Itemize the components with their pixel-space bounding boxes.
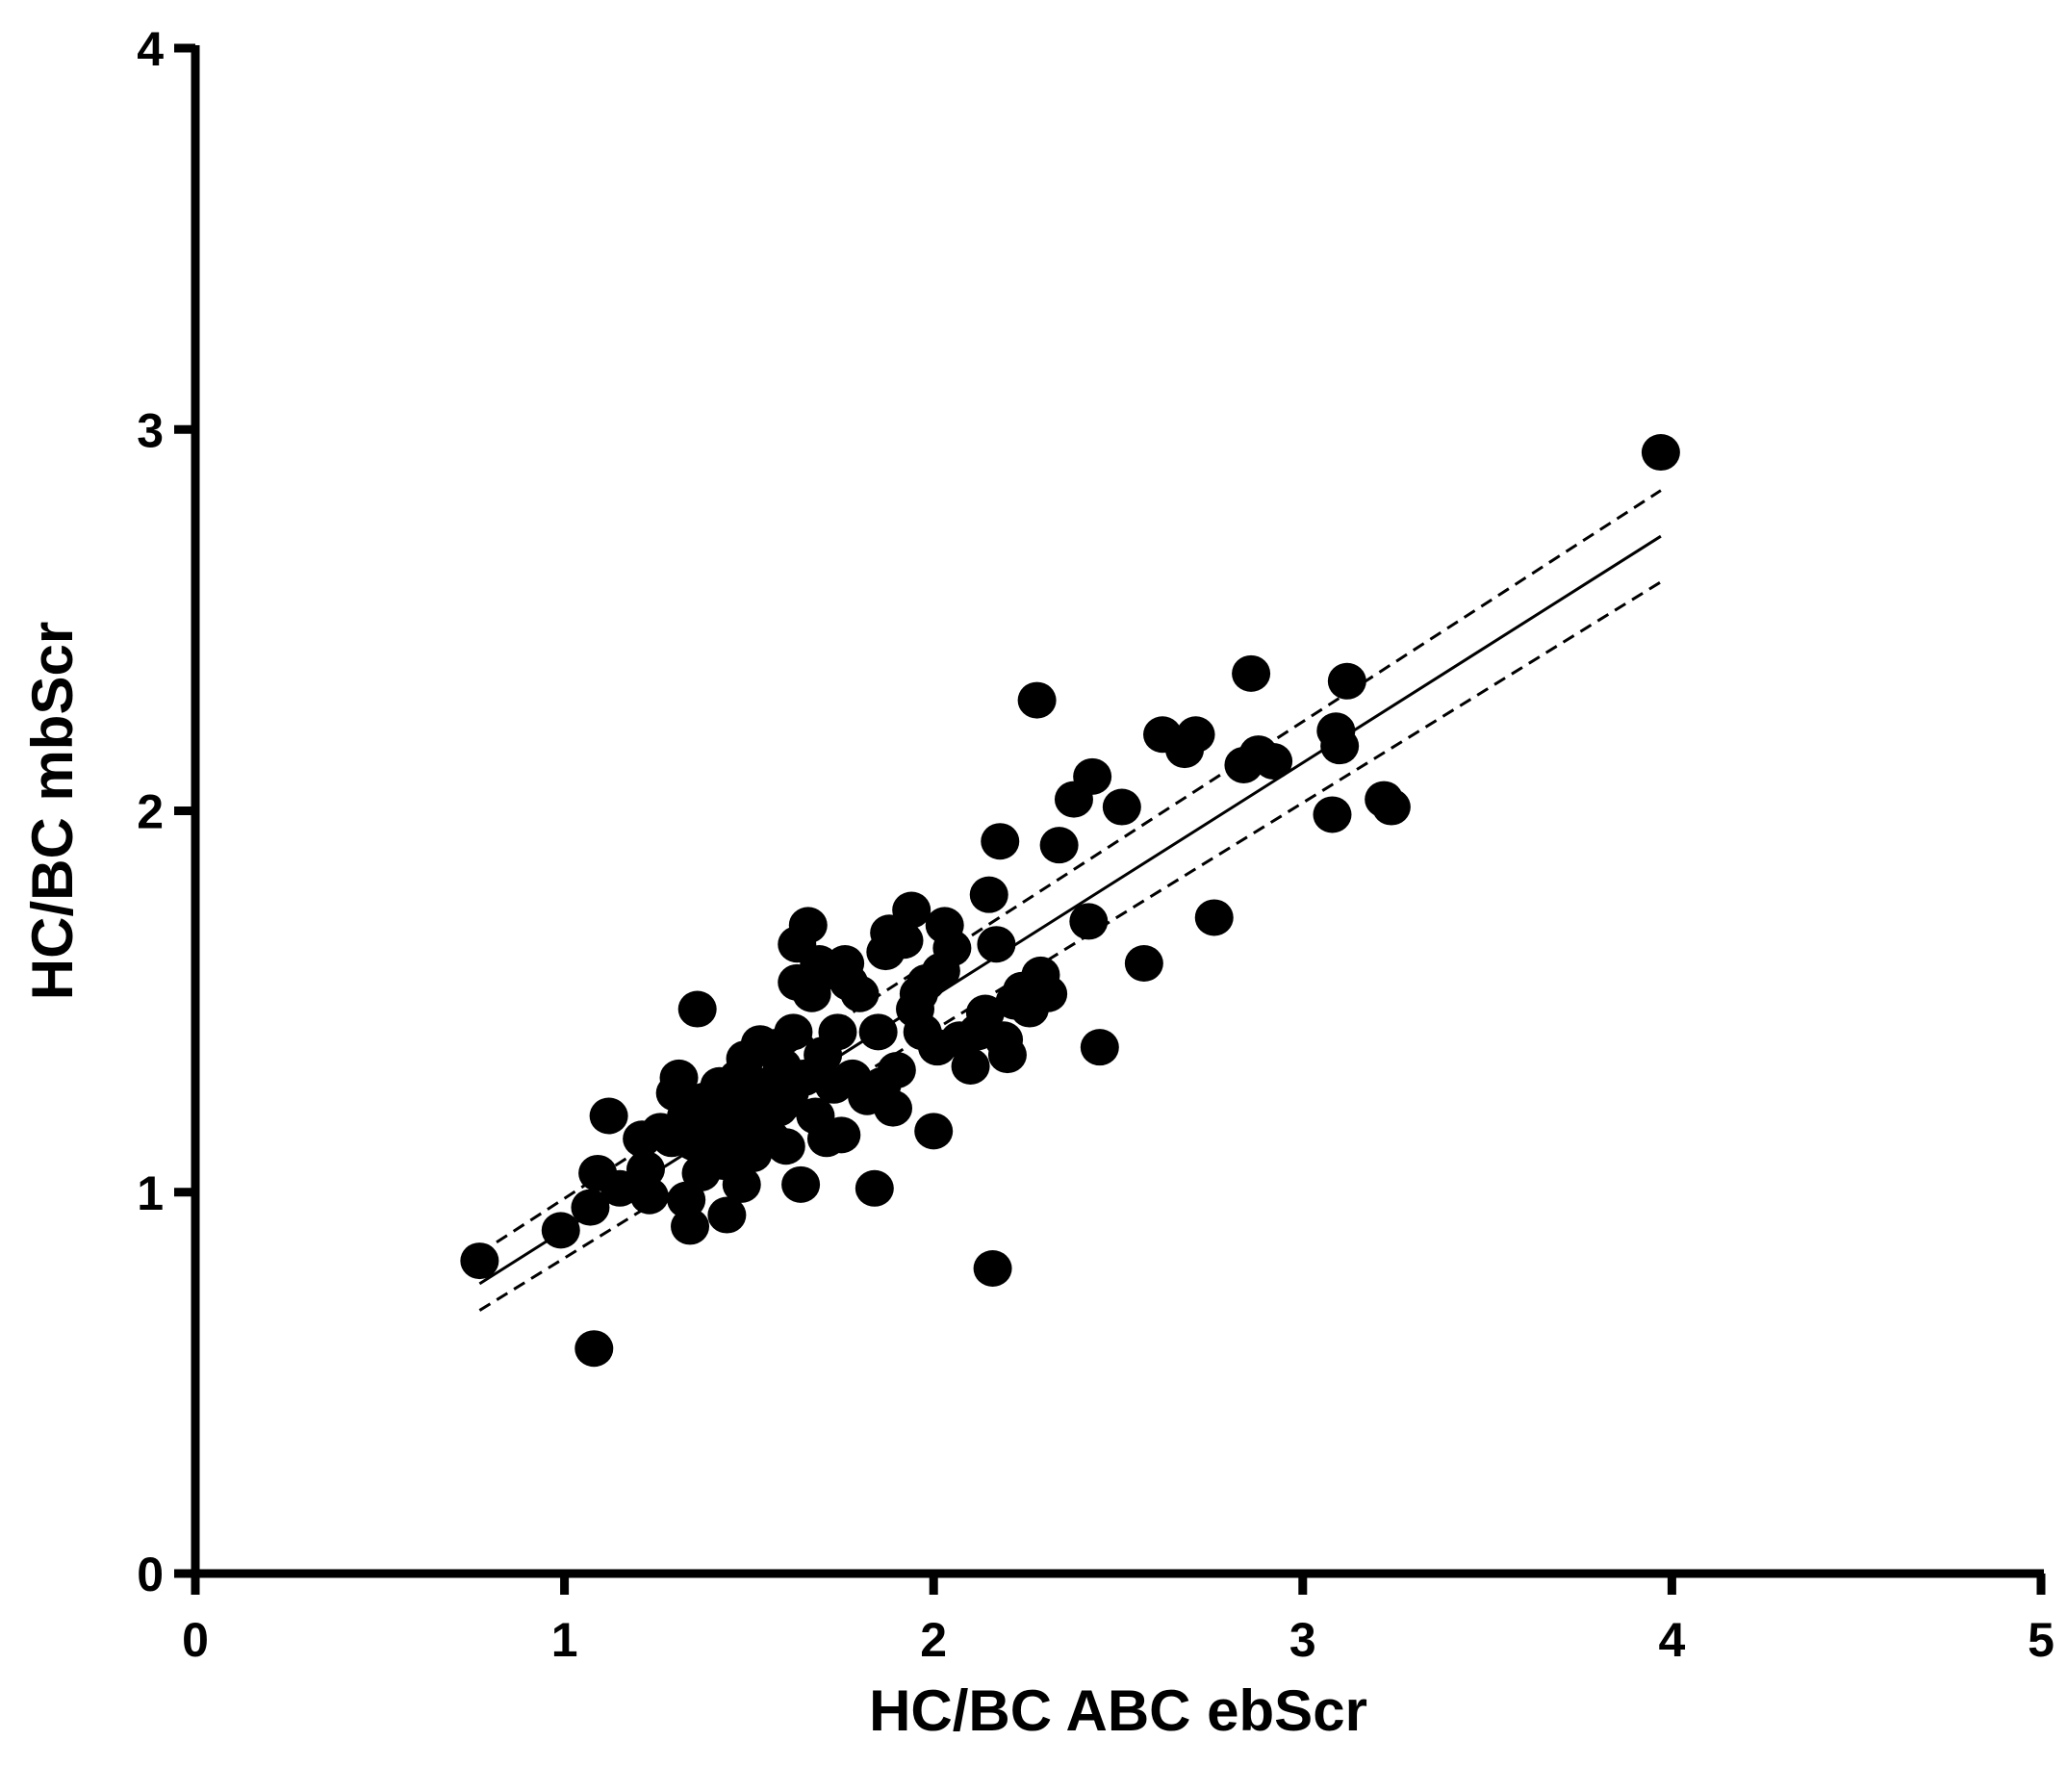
data-point: [840, 975, 880, 1012]
data-point: [1327, 662, 1366, 700]
data-point: [1320, 728, 1360, 765]
data-point: [722, 1165, 761, 1203]
data-point: [1371, 788, 1411, 826]
data-point: [1073, 757, 1112, 795]
data-point: [1102, 788, 1141, 826]
y-tick-label: 3: [137, 403, 164, 457]
data-point: [788, 907, 828, 944]
data-point: [766, 1128, 805, 1165]
data-point: [855, 1169, 894, 1207]
data-point: [677, 990, 717, 1028]
x-tick-label: 3: [1289, 1613, 1316, 1667]
data-point: [774, 1013, 813, 1051]
x-tick-label: 5: [2028, 1613, 2054, 1667]
data-points: [460, 434, 1680, 1368]
data-point: [977, 926, 1016, 963]
data-point: [987, 1037, 1027, 1074]
data-point: [973, 1250, 1012, 1287]
data-point: [877, 1051, 916, 1088]
data-point: [1080, 1029, 1119, 1066]
data-point: [1194, 899, 1234, 936]
data-point: [818, 1013, 857, 1051]
axes: [174, 43, 2046, 1595]
y-tick-label: 0: [137, 1548, 164, 1601]
data-point: [707, 1196, 747, 1234]
x-axis-title: HC/BC ABC ebScr: [869, 1678, 1367, 1743]
data-point: [625, 1150, 665, 1188]
y-tick-label: 1: [137, 1166, 164, 1220]
y-tick-label: 4: [137, 22, 164, 76]
data-point: [981, 823, 1020, 860]
data-point: [1039, 827, 1079, 864]
data-point: [1017, 681, 1057, 719]
data-point: [571, 1189, 610, 1226]
data-point: [460, 1242, 499, 1280]
data-point: [1124, 945, 1163, 982]
data-point: [822, 1116, 861, 1154]
data-point: [671, 1208, 710, 1245]
data-point: [781, 1165, 821, 1203]
y-axis-title: HC/BC mbScr: [20, 622, 85, 1000]
data-point: [1232, 654, 1271, 692]
data-point: [858, 1013, 898, 1051]
data-point: [1029, 975, 1068, 1012]
x-tick-label: 1: [551, 1613, 578, 1667]
x-tick-label: 4: [1658, 1613, 1685, 1667]
data-point: [965, 994, 1005, 1032]
data-point: [541, 1212, 580, 1249]
data-point: [1069, 903, 1109, 940]
x-tick-label: 0: [182, 1613, 209, 1667]
y-tick-label: 2: [137, 785, 164, 839]
data-point: [874, 1089, 913, 1127]
data-point: [914, 1113, 954, 1150]
data-point: [1176, 716, 1215, 754]
data-point: [969, 876, 1008, 913]
data-point: [629, 1177, 669, 1215]
x-tick-label: 2: [920, 1613, 947, 1667]
data-point: [951, 1047, 990, 1085]
data-point: [589, 1097, 628, 1135]
data-point: [932, 930, 972, 967]
data-point: [1641, 434, 1680, 472]
data-point: [1254, 742, 1293, 780]
fit-line: [478, 534, 1662, 1286]
data-point: [892, 891, 931, 929]
data-point: [600, 1169, 640, 1207]
data-point: [1313, 796, 1352, 833]
data-point: [884, 922, 924, 960]
data-point: [659, 1059, 699, 1096]
tick-labels: 0 1 2 3 4 0 1 2 3 4 5: [137, 22, 2054, 1667]
data-point: [574, 1330, 614, 1368]
